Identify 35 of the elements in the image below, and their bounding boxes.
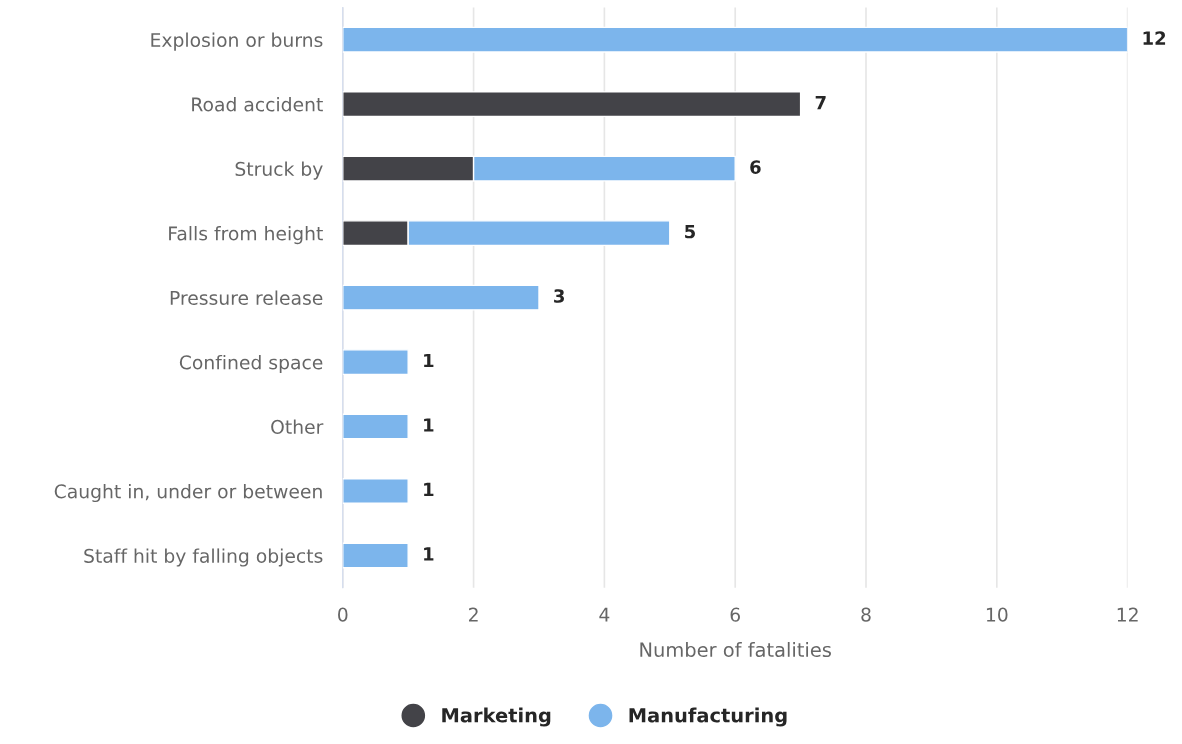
total-label: 7 <box>815 95 826 110</box>
total-label: 6 <box>750 160 761 174</box>
total-label: 1 <box>424 353 434 368</box>
x-axis-title: Number of fatalities <box>640 642 831 658</box>
y-tick-label: Caught in, under or between <box>54 483 322 503</box>
legend-label: Marketing <box>442 707 551 727</box>
bar <box>342 91 802 118</box>
total-label: 12 <box>1143 31 1166 45</box>
bar <box>342 349 409 376</box>
y-tick-label: Road accident <box>192 97 323 112</box>
x-tick-label: 6 <box>730 607 740 622</box>
total-label: 1 <box>424 418 434 432</box>
x-tick-label: 8 <box>861 607 871 622</box>
x-tick-label: 2 <box>469 607 478 622</box>
total-label: 3 <box>554 289 565 303</box>
bar <box>342 284 540 311</box>
x-tick-label: 4 <box>599 607 610 622</box>
x-tick-label: 12 <box>1117 607 1138 622</box>
total-label: 1 <box>424 482 434 497</box>
y-tick-label: Pressure release <box>170 290 323 305</box>
x-tick-label: 0 <box>338 607 348 622</box>
y-tick-label: Falls from height <box>169 226 323 245</box>
y-tick-label: Struck by <box>235 161 323 180</box>
total-label: 1 <box>424 547 434 561</box>
bar <box>342 26 1128 53</box>
bar <box>342 478 409 504</box>
y-tick-label: Other <box>271 419 324 434</box>
y-tick-label: Confined space <box>179 354 323 374</box>
legend-label: Manufacturing <box>629 707 787 727</box>
total-label: 5 <box>685 224 695 239</box>
bar <box>342 413 409 440</box>
y-tick-label: Staff hit by falling objects <box>84 548 323 567</box>
y-tick-label: Explosion or burns <box>151 32 323 51</box>
bar <box>342 542 409 569</box>
x-tick-label: 10 <box>986 607 1008 622</box>
